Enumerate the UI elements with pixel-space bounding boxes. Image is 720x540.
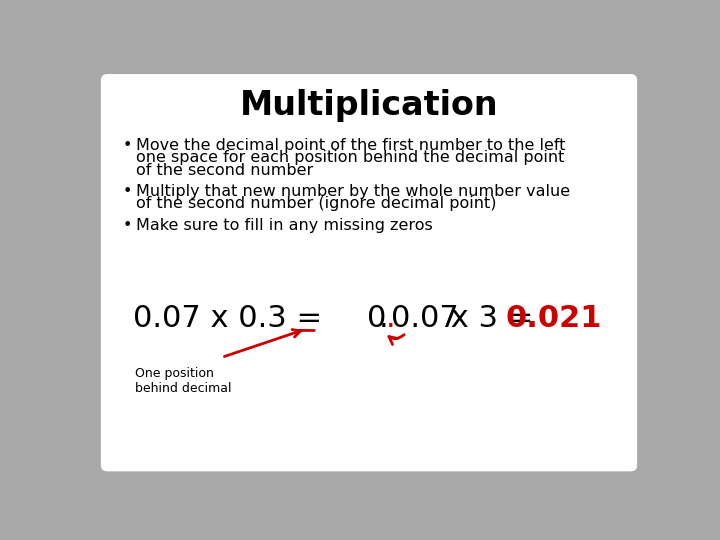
- Text: .: .: [378, 305, 388, 333]
- Text: one space for each position behind the decimal point: one space for each position behind the d…: [137, 150, 565, 165]
- Text: of the second number: of the second number: [137, 163, 314, 178]
- Text: 0.021: 0.021: [505, 305, 602, 333]
- Text: •: •: [122, 218, 132, 233]
- Text: Multiply that new number by the whole number value: Multiply that new number by the whole nu…: [137, 184, 571, 199]
- Text: of the second number (ignore decimal point): of the second number (ignore decimal poi…: [137, 197, 497, 212]
- Text: 0: 0: [367, 305, 387, 333]
- Text: x 3 =: x 3 =: [441, 305, 534, 333]
- Text: Make sure to fill in any missing zeros: Make sure to fill in any missing zeros: [137, 218, 433, 233]
- Text: 0.07: 0.07: [392, 305, 459, 333]
- Text: .: .: [386, 303, 396, 333]
- Text: Move the decimal point of the first number to the left: Move the decimal point of the first numb…: [137, 138, 566, 153]
- FancyBboxPatch shape: [101, 74, 637, 471]
- Text: One position
behind decimal: One position behind decimal: [135, 367, 231, 395]
- Text: Multiplication: Multiplication: [240, 90, 498, 123]
- Text: •: •: [122, 184, 132, 199]
- Text: •: •: [122, 138, 132, 153]
- Text: 0.07 x 0.3 =: 0.07 x 0.3 =: [132, 305, 322, 333]
